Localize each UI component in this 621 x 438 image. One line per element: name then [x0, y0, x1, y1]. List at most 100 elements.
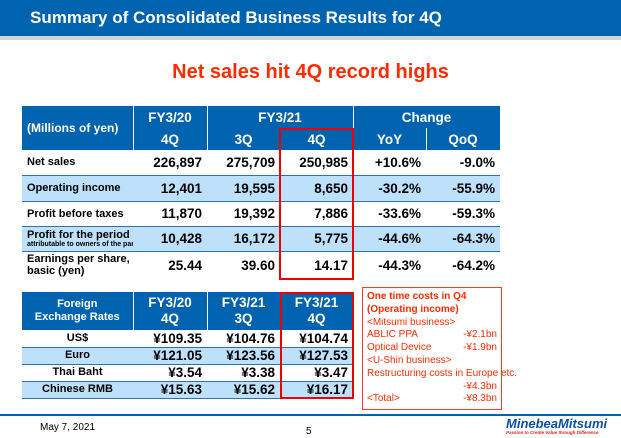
- cell: -64.2%: [452, 257, 496, 273]
- fx-table: Foreign Exchange Rates FY3/20 4Q FY3/21 3Q …: [22, 292, 354, 399]
- column-header: 4Q: [280, 128, 354, 150]
- highlight-box: [280, 292, 354, 399]
- note-value: -¥1.9bn: [463, 342, 497, 354]
- row-label: Thai Baht: [22, 364, 133, 382]
- cell: -44.3%: [378, 257, 421, 273]
- footer-line: [0, 414, 621, 416]
- cell: -44.6%: [353, 226, 426, 252]
- title-bar: Summary of Consolidated Business Results…: [0, 0, 621, 36]
- table-row: Profit for the period attributable to own…: [22, 226, 501, 252]
- cell: ¥3.54: [133, 364, 207, 382]
- cell: 275,709: [207, 150, 280, 176]
- cell: ¥109.35: [133, 330, 207, 348]
- column-header: FY3/20 4Q: [133, 292, 208, 330]
- table-row: Earnings per share, basic (yen) 25.44 39.60…: [22, 251, 500, 279]
- table-row: Operating income 12,401 19,595 8,650 -30.2% -…: [22, 175, 501, 202]
- cell: -55.9%: [426, 175, 501, 202]
- column-header-line: FY3/21: [221, 295, 266, 310]
- cell: -30.2%: [353, 175, 426, 202]
- table-row: Chinese RMB ¥15.63 ¥15.62 ¥16.17: [22, 381, 353, 399]
- unit-label: (Millions of yen): [22, 106, 134, 150]
- cell: +10.6%: [353, 150, 426, 176]
- cell: 19,595: [207, 175, 280, 202]
- fx-header-line: Exchange Rates: [34, 311, 120, 323]
- page-number: 5: [306, 426, 312, 437]
- fx-header: Foreign Exchange Rates: [22, 292, 134, 330]
- column-header-line: FY3/20: [148, 295, 192, 310]
- divider: [0, 36, 621, 40]
- row-label: Profit before taxes: [22, 201, 133, 227]
- cell: 250,985: [280, 150, 353, 176]
- table-row: Thai Baht ¥3.54 ¥3.38 ¥3.47: [22, 364, 353, 382]
- column-header: 4Q: [133, 128, 208, 150]
- row-label: Earnings per share, basic (yen): [22, 251, 133, 279]
- cell: ¥15.63: [133, 381, 207, 399]
- cell: ¥123.56: [207, 347, 280, 365]
- row-label: Net sales: [22, 150, 133, 176]
- cell: -9.0%: [426, 150, 501, 176]
- table-row: Profit before taxes 11,870 19,392 7,886 -33.…: [22, 201, 501, 227]
- row-label-main: Earnings per share,: [27, 253, 130, 266]
- column-header-line: 4Q: [307, 311, 326, 326]
- footer-date: May 7, 2021: [40, 422, 96, 433]
- column-header: FY3/21 3Q: [207, 292, 281, 330]
- cell: ¥3.47: [280, 364, 353, 382]
- note-section: <U-Shin business>: [367, 354, 452, 366]
- one-time-costs-note: One time costs in Q4 (Operating income) …: [362, 287, 518, 410]
- highlight-box: [279, 128, 354, 280]
- cell: -64.3%: [426, 226, 501, 252]
- note-value: -¥2.1bn: [463, 329, 497, 341]
- cell: 25.44: [168, 257, 202, 273]
- row-label-second: basic (yen): [27, 265, 85, 278]
- row-label: US$: [22, 330, 133, 348]
- row-label: Operating income: [22, 175, 133, 202]
- cell: 39.60: [241, 257, 275, 273]
- cell: ¥15.62: [207, 381, 280, 399]
- cell: 16,172: [207, 226, 280, 252]
- note-item: ABLIC PPA: [367, 329, 418, 341]
- row-label: Euro: [22, 347, 133, 365]
- table-row: Euro ¥121.05 ¥123.56 ¥127.53: [22, 347, 353, 365]
- column-header: YoY: [353, 128, 427, 150]
- note-item: Optical Device: [367, 342, 432, 354]
- note-item: Restructuring costs in Europe etc.: [367, 367, 518, 379]
- group-header: FY3/20: [133, 106, 208, 128]
- cell: ¥127.53: [280, 347, 353, 365]
- cell: -59.3%: [426, 201, 501, 227]
- cell: ¥3.38: [207, 364, 280, 382]
- table-row: US$ ¥109.35 ¥104.76 ¥104.74: [22, 330, 353, 348]
- cell: 5,775: [280, 226, 353, 252]
- cell: 19,392: [207, 201, 280, 227]
- table-row: Net sales 226,897 275,709 250,985 +10.6% -9.0…: [22, 150, 501, 176]
- headline: Net sales hit 4Q record highs: [172, 61, 449, 83]
- row-label-main: Profit for the period: [27, 228, 130, 241]
- note-item: <Total>: [367, 393, 400, 405]
- column-header-line: 4Q: [160, 311, 179, 326]
- cell: 11,870: [133, 201, 207, 227]
- note-value: -¥8.3bn: [463, 393, 497, 405]
- cell: 7,886: [280, 201, 353, 227]
- company-logo: MinebeaMitsumi Passion to Create Value th…: [506, 416, 607, 435]
- column-header-line: FY3/21: [294, 295, 339, 310]
- cell: 14.17: [314, 257, 348, 273]
- row-sublabel: attributable to owners of the parent: [27, 240, 133, 248]
- cell: 12,401: [133, 175, 207, 202]
- note-section: <Mitsumi business>: [367, 316, 456, 328]
- row-label: Profit for the period attributable to own…: [22, 226, 133, 252]
- column-header-line: 3Q: [234, 311, 253, 326]
- cell: 10,428: [133, 226, 207, 252]
- results-table: (Millions of yen) FY3/20 FY3/21 Change 4Q 3Q…: [22, 106, 501, 279]
- group-header: Change: [353, 106, 501, 128]
- cell: -33.6%: [353, 201, 426, 227]
- note-value: -¥4.3bn: [463, 380, 497, 392]
- cell: ¥104.74: [280, 330, 353, 348]
- logo-tagline: Passion to Create Value through Differen…: [506, 430, 599, 435]
- logo-text: MinebeaMitsumi: [506, 416, 608, 431]
- cell: 226,897: [133, 150, 207, 176]
- group-header: FY3/21: [207, 106, 354, 128]
- row-label: Chinese RMB: [22, 381, 133, 399]
- note-title: (Operating income): [367, 303, 459, 315]
- cell: 8,650: [280, 175, 353, 202]
- column-header: FY3/21 4Q: [280, 292, 354, 330]
- column-header: 3Q: [207, 128, 281, 150]
